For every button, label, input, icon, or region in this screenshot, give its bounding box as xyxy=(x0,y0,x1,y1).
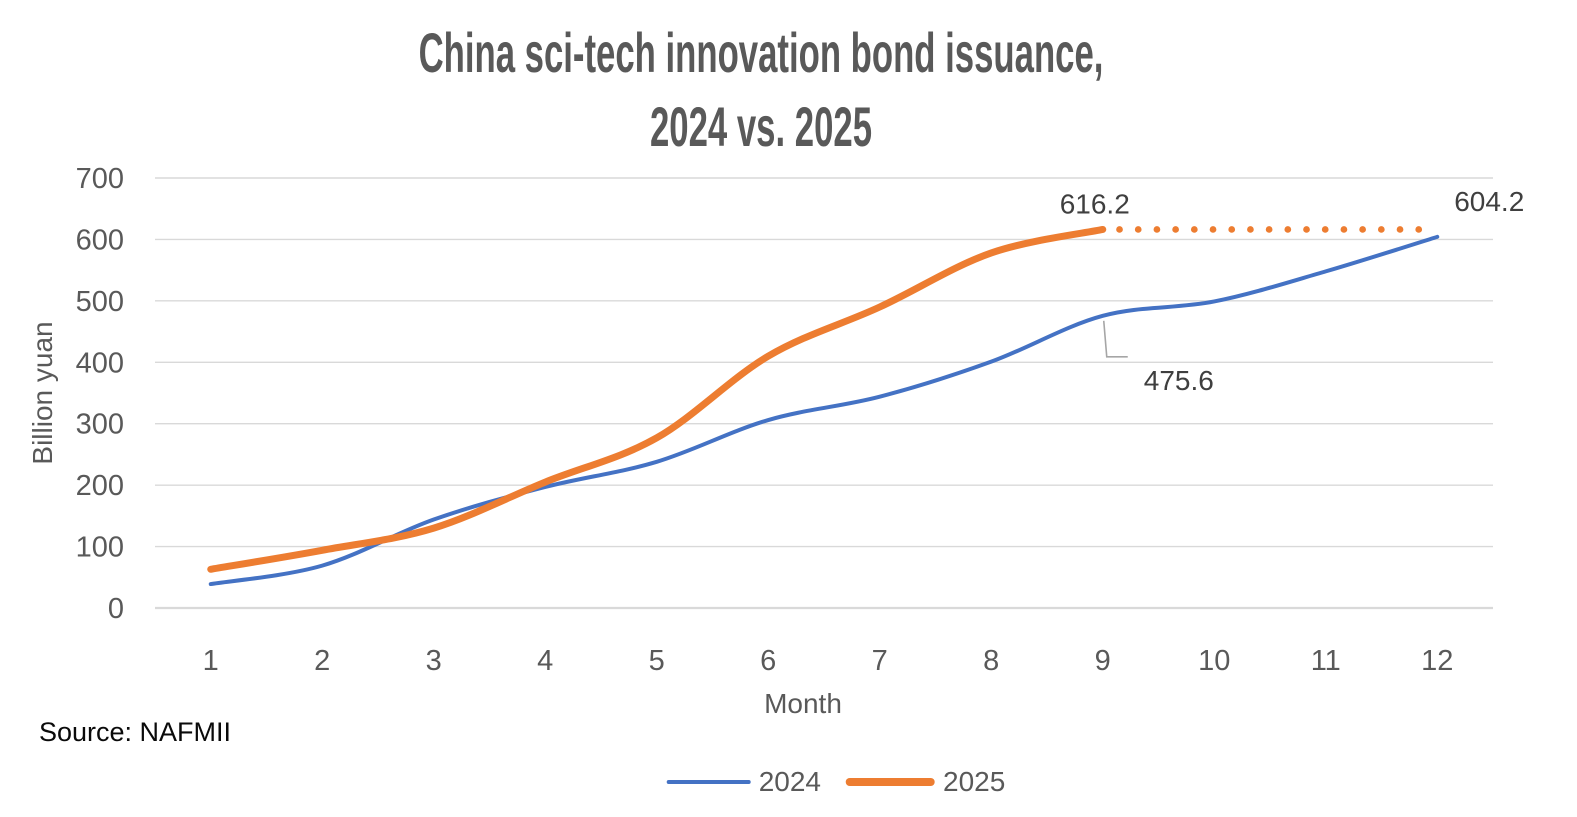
x-tick-label: 6 xyxy=(760,645,776,677)
x-tick-label: 10 xyxy=(1198,645,1230,677)
x-tick-label: 3 xyxy=(426,645,442,677)
data-label-616.2: 616.2 xyxy=(1060,188,1130,219)
y-tick-label: 0 xyxy=(108,593,124,625)
y-tick-label: 100 xyxy=(76,532,124,564)
x-tick-label: 11 xyxy=(1311,645,1341,677)
series-line-2024 xyxy=(208,234,1440,587)
x-tick-label: 7 xyxy=(872,645,888,677)
series-line-2025 xyxy=(207,225,1107,573)
y-tick-label: 700 xyxy=(76,163,124,195)
source-note: Source: NAFMII xyxy=(39,717,232,747)
x-tick-label: 9 xyxy=(1095,645,1111,677)
y-tick-label: 300 xyxy=(76,409,124,441)
x-tick-label: 2 xyxy=(314,645,330,677)
chart-title: China sci-tech innovation bond issuance,… xyxy=(418,21,1104,158)
legend-swatch-2024-line xyxy=(666,779,751,785)
x-tick-label: 1 xyxy=(203,645,219,677)
chart-legend: 2024 2025 xyxy=(666,766,1005,798)
x-tick-label: 8 xyxy=(983,645,999,677)
y-axis-title: Billion yuan xyxy=(27,321,58,465)
legend-label-2025: 2025 xyxy=(943,766,1006,797)
legend-item-2025: 2025 xyxy=(846,766,1005,798)
legend-swatch-2025-line xyxy=(846,778,935,786)
x-tick-label: 5 xyxy=(649,645,665,677)
x-axis-title: Month xyxy=(764,688,842,719)
leader-line xyxy=(1102,320,1128,358)
x-tick-label: 4 xyxy=(537,645,553,677)
y-tick-label: 400 xyxy=(76,347,124,379)
y-tick-label: 200 xyxy=(76,470,124,502)
y-tick-label: 500 xyxy=(76,286,124,318)
data-label-604.2: 604.2 xyxy=(1454,186,1524,217)
legend-label-2024: 2024 xyxy=(758,766,821,797)
legend-item-2024: 2024 xyxy=(666,766,821,798)
y-tick-label: 600 xyxy=(76,224,124,256)
x-tick-label: 12 xyxy=(1421,645,1453,677)
data-label-475.6: 475.6 xyxy=(1144,365,1214,396)
